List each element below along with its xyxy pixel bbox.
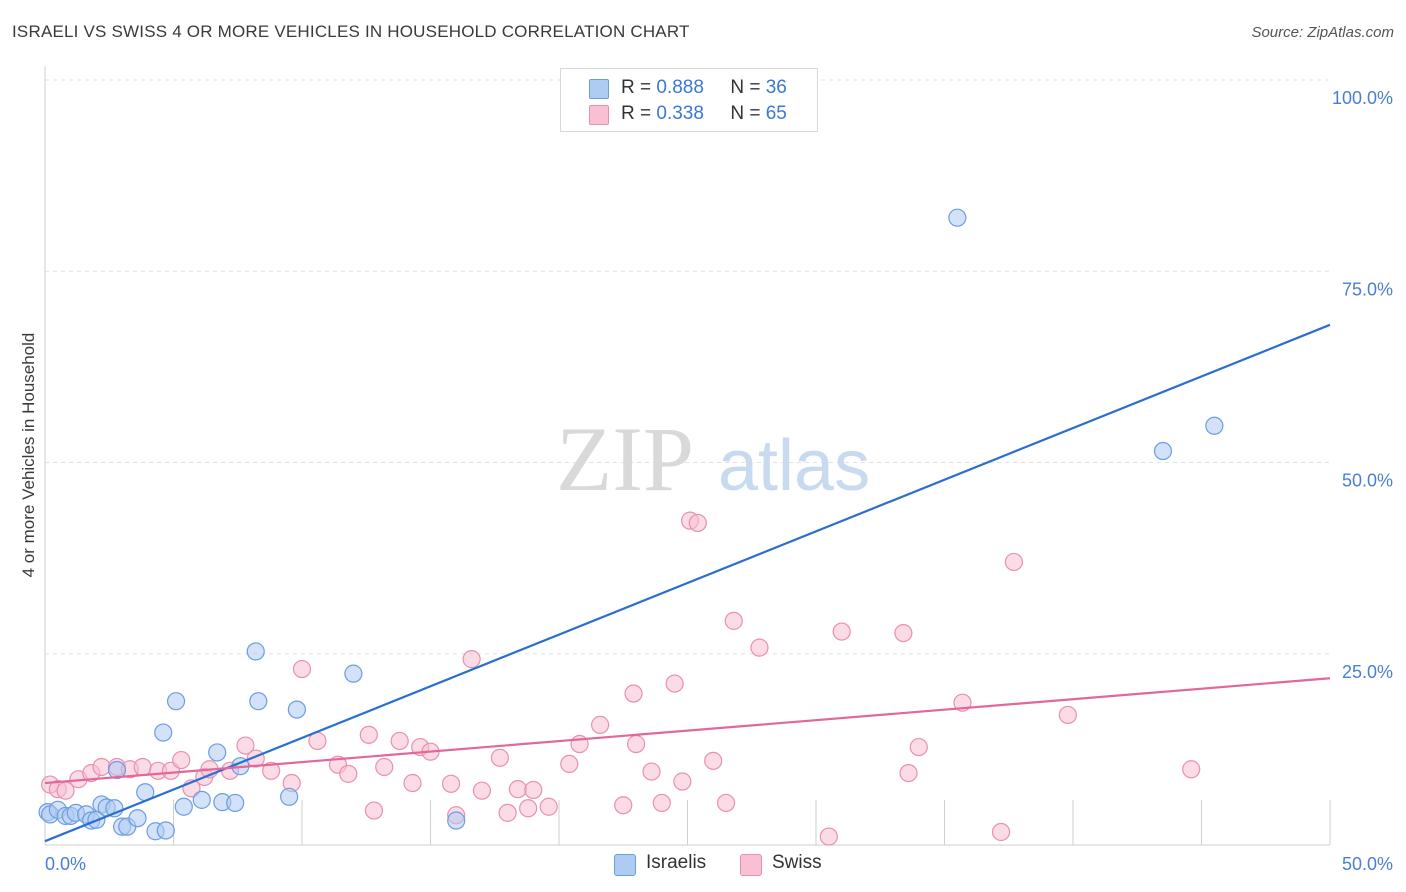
israelis-point xyxy=(192,790,211,809)
swiss-point xyxy=(704,751,723,770)
swiss-point xyxy=(750,638,769,657)
swiss-point xyxy=(441,774,461,793)
swiss-point xyxy=(524,780,543,800)
x-tick-label: 0.0% xyxy=(45,854,86,874)
r-label: R = xyxy=(621,103,652,124)
swiss-point xyxy=(508,780,527,799)
y-axis-label: 4 or more Vehicles in Household xyxy=(19,333,38,578)
israelis-point xyxy=(1153,441,1173,461)
israelis-point xyxy=(344,664,363,683)
swiss-point xyxy=(991,822,1011,842)
swiss-point xyxy=(832,622,851,641)
chart-title: ISRAELI VS SWISS 4 OR MORE VEHICLES IN H… xyxy=(12,22,690,41)
swiss-point xyxy=(359,725,378,744)
axes xyxy=(44,66,1330,846)
swiss-point xyxy=(364,801,384,820)
swiss-point xyxy=(1182,760,1201,779)
n-label: N = xyxy=(730,103,761,124)
swiss-point xyxy=(560,754,579,774)
y-tick-label: 50.0% xyxy=(1342,471,1393,491)
swiss-point xyxy=(1058,705,1077,725)
swiss-swatch xyxy=(589,105,609,125)
x-tick-labels: 0.0% 50.0% xyxy=(45,854,1393,874)
israelis-trend-line xyxy=(44,323,1331,843)
israelis-point xyxy=(948,208,967,227)
y-tick-label: 25.0% xyxy=(1342,662,1393,682)
israelis-point xyxy=(156,821,175,840)
israelis-point xyxy=(447,811,466,830)
swiss-trend-line xyxy=(44,677,1331,785)
israelis-point xyxy=(280,787,299,806)
swiss-point xyxy=(614,796,633,815)
israelis-point xyxy=(1205,416,1224,435)
y-tick-label: 75.0% xyxy=(1342,279,1393,299)
israelis-point xyxy=(208,743,227,762)
y-tick-label: 100.0% xyxy=(1332,88,1393,108)
legend-label-israelis: Israelis xyxy=(646,852,707,873)
trend-lines xyxy=(44,323,1331,843)
data-points xyxy=(38,208,1224,846)
swiss-point xyxy=(626,734,646,754)
swiss-point xyxy=(1004,552,1023,572)
israelis-point xyxy=(166,692,186,711)
swiss-point xyxy=(498,803,517,822)
source-label: Source: ZipAtlas.com xyxy=(1251,24,1394,41)
legend-label-swiss: Swiss xyxy=(772,852,822,873)
r-value: 0.888 xyxy=(656,77,704,98)
swiss-point xyxy=(133,757,152,777)
swiss-point xyxy=(716,793,736,813)
n-label: N = xyxy=(730,77,761,98)
swiss-point xyxy=(539,797,558,816)
swiss-point xyxy=(462,650,481,669)
x-tick-label: 50.0% xyxy=(1342,854,1393,874)
israelis-legend-swatch xyxy=(614,854,636,876)
swiss-point xyxy=(819,827,838,846)
swiss-point xyxy=(899,763,918,783)
israelis-point xyxy=(246,642,265,661)
israelis-point xyxy=(287,700,306,719)
watermark-zip: ZIP xyxy=(556,408,694,510)
n-value: 65 xyxy=(765,103,787,124)
swiss-point xyxy=(624,684,643,703)
swiss-point xyxy=(339,764,358,783)
swiss-point xyxy=(673,772,692,791)
swiss-point xyxy=(652,793,671,813)
swiss-point xyxy=(724,611,743,630)
swiss-point xyxy=(172,750,191,770)
israelis-point xyxy=(249,692,268,711)
n-value: 36 xyxy=(765,77,787,98)
swiss-point xyxy=(909,737,928,757)
swiss-point xyxy=(236,736,255,755)
swiss-point xyxy=(519,799,538,818)
swiss-point xyxy=(591,715,610,734)
swiss-point xyxy=(292,659,312,679)
israelis-swatch xyxy=(589,79,609,99)
swiss-point xyxy=(665,674,684,693)
israelis-point xyxy=(128,809,147,828)
israelis-point xyxy=(154,723,173,742)
swiss-point xyxy=(262,761,281,780)
israelis-point xyxy=(226,793,245,813)
swiss-legend-swatch xyxy=(740,854,762,876)
israelis-point xyxy=(174,797,193,816)
swiss-point xyxy=(642,762,661,781)
israelis-point xyxy=(107,760,127,780)
r-value: 0.338 xyxy=(656,103,704,124)
swiss-point xyxy=(490,748,509,767)
swiss-point xyxy=(375,757,394,777)
swiss-point xyxy=(403,773,422,793)
watermark-atlas: atlas xyxy=(718,426,870,506)
stats-legend: R = 0.888 N = 36 R = 0.338 N = 65 xyxy=(560,68,818,132)
swiss-point xyxy=(92,757,111,777)
y-tick-labels: 100.0% 75.0% 50.0% 25.0% xyxy=(1332,88,1393,682)
swiss-point xyxy=(688,513,707,533)
r-label: R = xyxy=(621,77,652,98)
swiss-point xyxy=(894,623,913,643)
swiss-point xyxy=(472,781,491,800)
swiss-point xyxy=(390,731,409,751)
